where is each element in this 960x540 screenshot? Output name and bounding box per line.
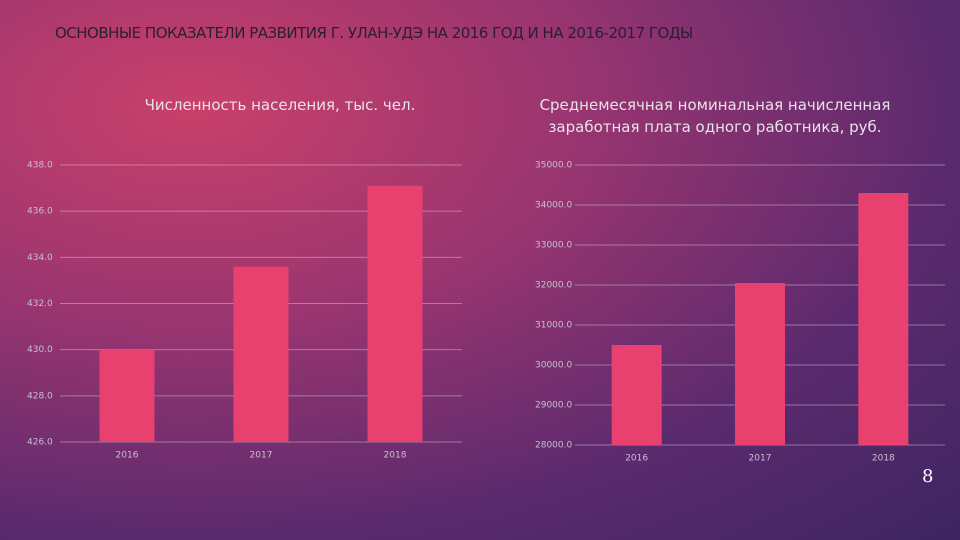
bar xyxy=(858,193,909,445)
y-tick-label: 30000.0 xyxy=(535,361,572,371)
bar xyxy=(735,283,785,445)
chart-title: Среднемесячная номинальная начисленная з… xyxy=(539,96,891,136)
y-tick-label: 438.0 xyxy=(27,161,53,171)
bar xyxy=(367,185,423,442)
x-tick-label: 2017 xyxy=(250,451,273,461)
y-tick-label: 432.0 xyxy=(27,299,53,309)
chart-title: Численность населения, тыс. чел. xyxy=(144,96,416,114)
slide-title: ОСНОВНЫЕ ПОКАЗАТЕЛИ РАЗВИТИЯ Г. УЛАН-УДЭ… xyxy=(55,24,693,42)
y-tick-label: 434.0 xyxy=(27,253,53,263)
y-tick-label: 31000.0 xyxy=(535,321,572,331)
bar xyxy=(233,266,289,442)
x-tick-label: 2018 xyxy=(872,454,895,464)
y-tick-label: 32000.0 xyxy=(535,281,572,291)
page-number: 8 xyxy=(922,466,934,487)
bar xyxy=(611,345,662,445)
x-tick-label: 2017 xyxy=(749,454,772,464)
y-tick-label: 35000.0 xyxy=(535,161,572,171)
bar xyxy=(99,349,155,442)
y-tick-label: 428.0 xyxy=(27,391,53,401)
y-tick-label: 33000.0 xyxy=(535,241,572,251)
y-tick-label: 29000.0 xyxy=(535,401,572,411)
y-tick-label: 426.0 xyxy=(27,438,53,448)
x-tick-label: 2016 xyxy=(116,451,139,461)
y-tick-label: 436.0 xyxy=(27,207,53,217)
y-tick-label: 430.0 xyxy=(27,345,53,355)
y-tick-label: 28000.0 xyxy=(535,441,572,451)
y-tick-label: 34000.0 xyxy=(535,201,572,211)
x-tick-label: 2016 xyxy=(625,454,648,464)
x-tick-label: 2018 xyxy=(384,451,407,461)
